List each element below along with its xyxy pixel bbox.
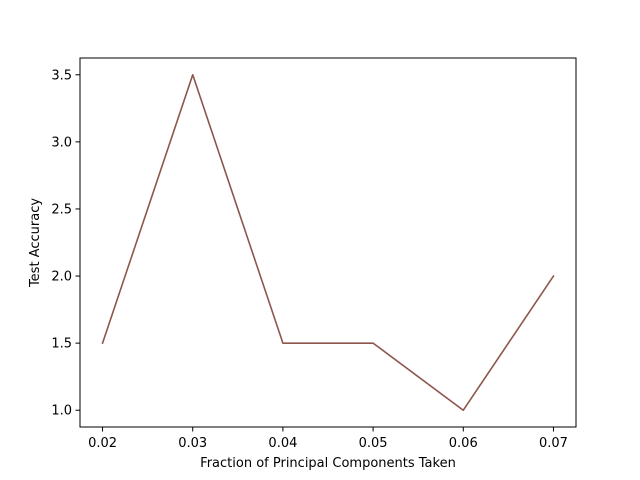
y-axis-label: Test Accuracy: [28, 198, 43, 288]
series-line-0: [101, 73, 555, 412]
y-tick-label: 1.0: [51, 404, 72, 419]
x-axis-label: Fraction of Principal Components Taken: [200, 456, 456, 471]
x-tick-label: 0.03: [178, 436, 207, 451]
x-tick-label: 0.05: [359, 436, 388, 451]
plot-area-frame: [79, 57, 577, 428]
x-tick-label: 0.06: [449, 436, 478, 451]
y-tick-label: 2.5: [51, 202, 72, 217]
y-tick-label: 3.0: [51, 135, 72, 150]
y-tick-label: 2.0: [51, 270, 72, 285]
y-tick-label: 1.5: [51, 337, 72, 352]
series-layer: [101, 73, 555, 412]
y-axis-ticks: 1.0 1.5 2.0 2.5 3.0 3.5: [51, 68, 80, 419]
y-tick-label: 3.5: [51, 68, 72, 83]
x-tick-label: 0.02: [88, 436, 117, 451]
x-tick-label: 0.04: [268, 436, 297, 451]
x-tick-label: 0.07: [539, 436, 568, 451]
x-axis-ticks: 0.02 0.03 0.04 0.05 0.06 0.07: [88, 427, 568, 451]
